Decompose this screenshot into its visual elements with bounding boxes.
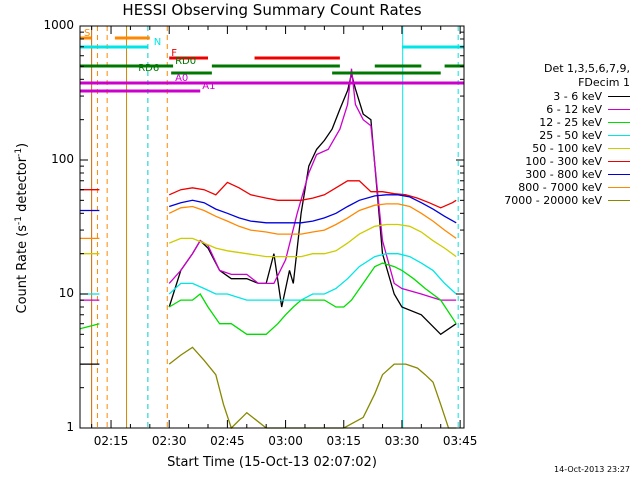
y-tick-label: 100 — [51, 152, 74, 166]
y-tick-label: 1000 — [43, 18, 74, 32]
legend-entry: 25 - 50 keV — [470, 129, 638, 142]
legend-header-line-2: FDecim 1 — [578, 76, 630, 89]
legend-swatch — [608, 135, 630, 136]
legend-entry: 12 - 25 keV — [470, 116, 638, 129]
vertical-markers — [91, 26, 459, 428]
legend-entry-label: 6 - 12 keV — [546, 103, 602, 116]
legend-entry-label: 7000 - 20000 keV — [504, 194, 602, 207]
legend-entry-label: 800 - 7000 keV — [518, 181, 602, 194]
x-tick-label: 03:15 — [326, 434, 362, 448]
series-line-4 — [80, 223, 457, 258]
flag-label-a0: A0 — [175, 73, 189, 84]
legend-entry: 100 - 300 keV — [470, 155, 638, 168]
legend-swatch — [608, 174, 630, 175]
flag-label-rd0: RD0 — [175, 56, 197, 67]
legend-entry: 3 - 6 keV — [470, 90, 638, 103]
legend: Det 1,3,5,6,7,9, FDecim 1 3 - 6 keV 6 - 1… — [470, 62, 638, 207]
legend-entries: 3 - 6 keV 6 - 12 keV 12 - 25 keV 25 - 50 ke… — [470, 90, 638, 207]
series-line-1 — [80, 68, 457, 301]
legend-swatch — [608, 148, 630, 149]
series-line-6 — [80, 194, 457, 224]
legend-entry-label: 100 - 300 keV — [525, 155, 602, 168]
flag-label-a1: A1 — [202, 81, 216, 92]
plot-frame — [79, 25, 465, 429]
axes — [79, 25, 465, 429]
legend-entry-label: 25 - 50 keV — [539, 129, 602, 142]
legend-swatch — [608, 96, 630, 97]
legend-entry-label: 300 - 800 keV — [525, 168, 602, 181]
x-tick-label: 03:00 — [268, 434, 303, 448]
footer-timestamp: 14-Oct-2013 23:27 — [554, 465, 630, 474]
x-tick-label: 02:15 — [93, 434, 129, 448]
series-line-2 — [79, 262, 457, 335]
series-line-7 — [80, 203, 457, 240]
x-tick-label: 02:30 — [151, 434, 187, 448]
legend-entry-label: 50 - 100 keV — [532, 142, 602, 155]
flag-label-n: N — [153, 37, 162, 48]
y-tick-label: 1 — [66, 420, 74, 434]
legend-entry: 300 - 800 keV — [470, 168, 638, 181]
legend-entry: 50 - 100 keV — [470, 142, 638, 155]
flag-bars — [80, 36, 464, 93]
series-line-0 — [80, 73, 457, 365]
series-lines — [79, 68, 457, 430]
legend-swatch — [608, 122, 630, 123]
legend-swatch — [608, 161, 630, 162]
legend-entry-label: 12 - 25 keV — [539, 116, 602, 129]
legend-swatch — [608, 109, 630, 110]
x-tick-label: 02:45 — [210, 434, 245, 448]
x-tick-label: 03:30 — [384, 434, 420, 448]
legend-entry: 7000 - 20000 keV — [470, 194, 638, 207]
flag-label-f: F — [171, 48, 177, 59]
flag-label-rd6: RD6 — [138, 63, 160, 74]
x-tick-label: 03:45 — [442, 434, 478, 448]
legend-entry: 800 - 7000 keV — [470, 181, 638, 194]
flag-label-s: S — [83, 28, 91, 39]
legend-entry-label: 3 - 6 keV — [553, 90, 602, 103]
x-axis-label: Start Time (15-Oct-13 02:07:02) — [167, 455, 377, 470]
legend-swatch — [608, 200, 630, 201]
legend-entry: 6 - 12 keV — [470, 103, 638, 116]
legend-header-line-1: Det 1,3,5,6,7,9, — [543, 62, 630, 75]
series-line-8 — [168, 346, 457, 430]
legend-swatch — [608, 187, 630, 188]
y-tick-label: 10 — [58, 286, 74, 300]
chart-title: HESSI Observing Summary Count Rates — [122, 1, 422, 19]
